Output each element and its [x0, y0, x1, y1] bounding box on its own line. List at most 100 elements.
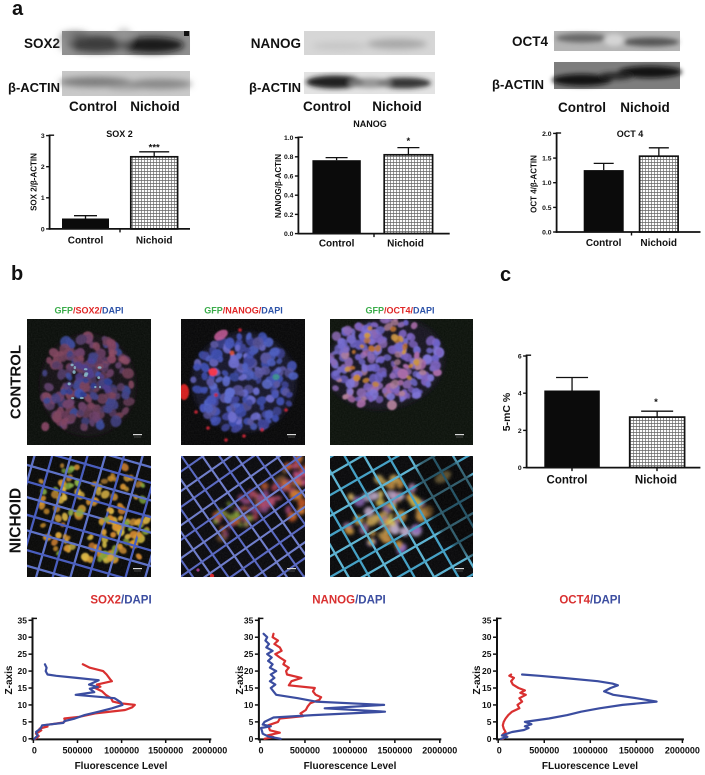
svg-text:35: 35: [244, 615, 254, 625]
svg-text:Nichoid: Nichoid: [136, 236, 173, 247]
svg-text:10: 10: [244, 700, 254, 710]
svg-text:Control: Control: [303, 99, 351, 114]
svg-text:0.2: 0.2: [284, 212, 294, 219]
svg-text:*: *: [654, 397, 658, 408]
svg-text:5: 5: [487, 717, 492, 727]
svg-text:Control: Control: [547, 475, 588, 487]
svg-text:1500000: 1500000: [148, 746, 183, 756]
svg-text:Nichoid: Nichoid: [620, 100, 670, 115]
svg-text:SOX2/DAPI: SOX2/DAPI: [90, 595, 151, 607]
svg-text:25: 25: [18, 649, 28, 659]
svg-text:NANOG: NANOG: [353, 119, 387, 129]
svg-text:500000: 500000: [290, 746, 320, 756]
svg-text:Z-axis: Z-axis: [472, 665, 483, 694]
svg-text:30: 30: [482, 632, 492, 642]
svg-text:1.5: 1.5: [542, 156, 552, 163]
svg-text:2: 2: [41, 164, 45, 171]
svg-text:5: 5: [249, 717, 254, 727]
svg-text:GFP/NANOG/DAPI: GFP/NANOG/DAPI: [204, 306, 283, 316]
svg-text:30: 30: [18, 632, 28, 642]
svg-text:c: c: [500, 264, 511, 286]
svg-text:Control: Control: [558, 100, 606, 115]
svg-text:Nichoid: Nichoid: [640, 238, 677, 249]
svg-text:Z-axis: Z-axis: [235, 665, 246, 694]
svg-text:2000000: 2000000: [192, 746, 227, 756]
svg-text:0: 0: [258, 746, 263, 756]
svg-text:Nichoid: Nichoid: [635, 475, 677, 487]
svg-text:1500000: 1500000: [377, 746, 412, 756]
svg-text:CONTROL: CONTROL: [8, 345, 25, 419]
svg-text:20: 20: [482, 666, 492, 676]
svg-text:0: 0: [249, 734, 254, 744]
svg-text:25: 25: [244, 649, 254, 659]
svg-text:OCT4: OCT4: [512, 34, 548, 49]
svg-text:20: 20: [18, 666, 28, 676]
svg-text:2: 2: [518, 428, 522, 435]
svg-text:0.0: 0.0: [284, 231, 294, 238]
svg-text:1.0: 1.0: [542, 180, 552, 187]
svg-text:Z-axis: Z-axis: [4, 665, 15, 694]
svg-text:SOX2: SOX2: [24, 36, 60, 51]
svg-text:NANOG: NANOG: [251, 36, 301, 51]
svg-text:NANOG/DAPI: NANOG/DAPI: [312, 595, 385, 607]
svg-text:Fluorescence Level: Fluorescence Level: [304, 761, 397, 772]
svg-text:0.4: 0.4: [284, 193, 294, 200]
svg-text:0.5: 0.5: [542, 205, 552, 212]
svg-text:25: 25: [482, 649, 492, 659]
svg-text:15: 15: [482, 683, 492, 693]
svg-text:0: 0: [32, 746, 37, 756]
svg-text:a: a: [12, 0, 24, 20]
svg-text:NANOG/β-ACTIN: NANOG/β-ACTIN: [274, 154, 283, 218]
svg-text:6: 6: [518, 353, 522, 360]
svg-text:35: 35: [18, 615, 28, 625]
svg-text:0: 0: [41, 226, 45, 233]
svg-text:GFP/OCT4/DAPI: GFP/OCT4/DAPI: [365, 306, 434, 316]
svg-text:b: b: [11, 263, 23, 285]
svg-text:***: ***: [149, 143, 160, 154]
svg-text:5: 5: [22, 717, 27, 727]
svg-text:0.8: 0.8: [284, 154, 294, 161]
svg-text:1000000: 1000000: [104, 746, 139, 756]
svg-text:20: 20: [244, 666, 254, 676]
svg-text:*: *: [407, 136, 411, 147]
svg-text:0: 0: [22, 734, 27, 744]
svg-text:10: 10: [18, 700, 28, 710]
svg-text:5-mC %: 5-mC %: [501, 392, 513, 431]
svg-text:35: 35: [482, 615, 492, 625]
svg-text:GFP/SOX2/DAPI: GFP/SOX2/DAPI: [54, 306, 123, 316]
svg-text:SOX 2: SOX 2: [106, 129, 133, 139]
svg-text:0: 0: [487, 734, 492, 744]
svg-text:Fluorescence Level: Fluorescence Level: [75, 761, 168, 772]
svg-text:Nichoid: Nichoid: [372, 99, 422, 114]
svg-text:15: 15: [18, 683, 28, 693]
svg-text:SOX 2/β-ACTIN: SOX 2/β-ACTIN: [30, 153, 39, 211]
svg-text:1.0: 1.0: [284, 135, 294, 142]
svg-text:1000000: 1000000: [332, 746, 367, 756]
svg-text:Nichoid: Nichoid: [387, 239, 424, 250]
svg-text:1000000: 1000000: [573, 746, 608, 756]
svg-text:1500000: 1500000: [619, 746, 654, 756]
svg-text:FLuorescence Level: FLuorescence Level: [542, 761, 638, 772]
svg-text:Control: Control: [68, 236, 104, 247]
svg-text:2.0: 2.0: [542, 131, 552, 138]
svg-text:Control: Control: [69, 99, 117, 114]
svg-text:30: 30: [244, 632, 254, 642]
svg-text:Nichoid: Nichoid: [130, 99, 180, 114]
svg-text:10: 10: [482, 700, 492, 710]
svg-text:0.0: 0.0: [542, 229, 552, 236]
svg-text:OCT4/DAPI: OCT4/DAPI: [559, 595, 620, 607]
svg-text:500000: 500000: [529, 746, 559, 756]
svg-text:OCT 4: OCT 4: [617, 129, 644, 139]
svg-text:0: 0: [497, 746, 502, 756]
svg-text:4: 4: [518, 391, 522, 398]
svg-text:3: 3: [41, 133, 45, 140]
svg-text:Control: Control: [319, 239, 355, 250]
svg-text:1: 1: [41, 195, 45, 202]
svg-text:β-ACTIN: β-ACTIN: [8, 80, 60, 95]
svg-text:0: 0: [518, 465, 522, 472]
svg-text:500000: 500000: [62, 746, 92, 756]
svg-text:β-ACTIN: β-ACTIN: [492, 77, 544, 92]
svg-text:NICHOID: NICHOID: [8, 488, 25, 553]
svg-text:Control: Control: [586, 238, 622, 249]
svg-text:2000000: 2000000: [665, 746, 700, 756]
